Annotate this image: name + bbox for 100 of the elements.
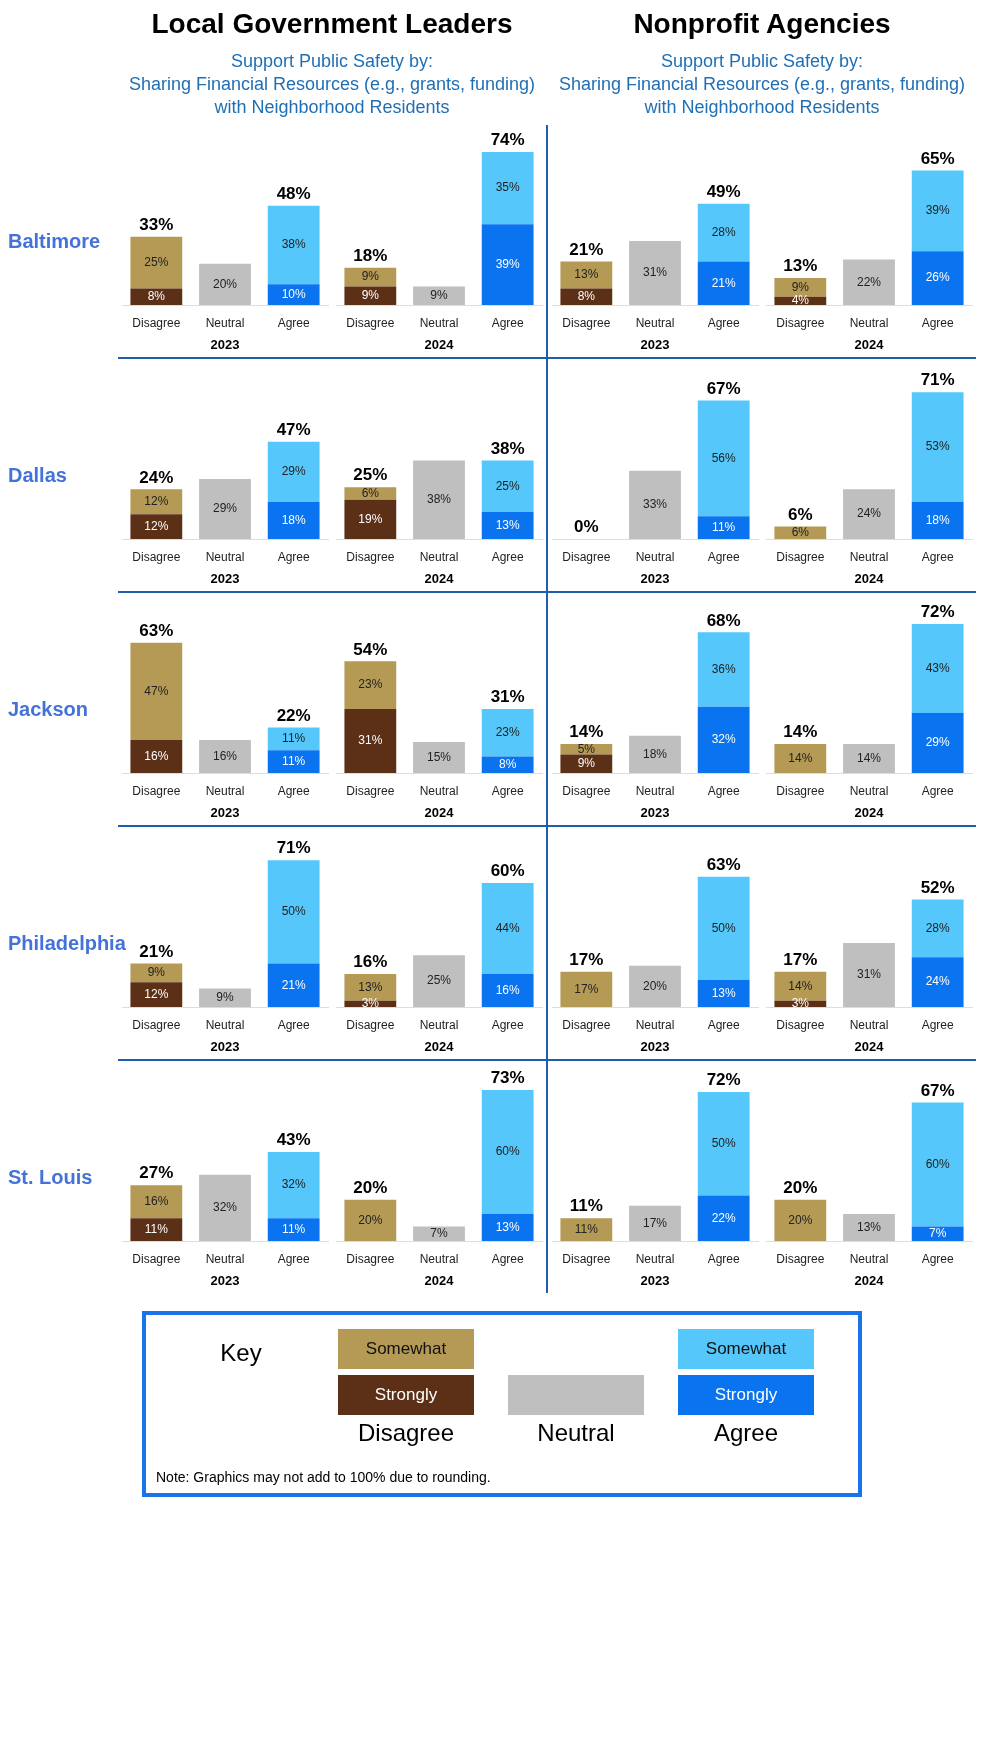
x-tick-label: Disagree <box>346 1251 395 1266</box>
bar <box>481 973 534 1007</box>
y-axis-title: Baltimore <box>8 228 102 254</box>
data-label: 20% <box>358 1212 383 1227</box>
bar <box>130 982 183 1007</box>
x-tick-label: Agree <box>491 1017 524 1032</box>
x-tick-label: Neutral <box>635 315 675 330</box>
data-label: 12% <box>144 518 169 533</box>
data-label: 12% <box>144 986 169 1001</box>
x-tick-label: Neutral <box>205 315 245 330</box>
category-label: Disagree <box>357 1419 455 1446</box>
x-tick-label: Disagree <box>132 549 181 564</box>
total-label: 52% <box>920 877 955 897</box>
data-label: 28% <box>925 920 950 935</box>
data-label: 11% <box>574 1221 599 1236</box>
x-tick-label: Agree <box>707 1251 740 1266</box>
data-label: 6% <box>791 525 810 540</box>
y-axis-title: Jackson <box>8 696 90 722</box>
total-label: 18% <box>353 245 388 265</box>
x-axis-title: 2024 <box>854 1038 885 1054</box>
data-label: 9% <box>791 279 810 294</box>
x-tick-label: Disagree <box>346 783 395 798</box>
total-label: 14% <box>569 722 604 742</box>
x-tick-label: Disagree <box>776 783 825 798</box>
category-label: Neutral <box>537 1419 615 1446</box>
x-tick-label: Disagree <box>562 315 611 330</box>
bar <box>911 170 964 252</box>
text: Note: Graphics may not add to 100% due to rounding. <box>156 1469 492 1485</box>
total-label: 20% <box>783 1177 818 1197</box>
data-label: 24% <box>925 974 950 989</box>
data-label: 60% <box>925 1156 950 1171</box>
x-tick-label: Neutral <box>635 549 675 564</box>
data-label: 50% <box>281 904 306 919</box>
data-label: 11% <box>282 753 306 768</box>
data-label: 9% <box>216 990 234 1005</box>
data-label: 22% <box>711 1210 736 1225</box>
data-label: 11% <box>282 1221 306 1236</box>
total-label: 17% <box>783 950 818 970</box>
total-label: 27% <box>139 1163 174 1183</box>
x-axis-title: 2024 <box>854 336 885 352</box>
bar <box>130 739 183 773</box>
bar <box>267 501 320 539</box>
y-axis-title: Philadelphia <box>8 930 126 956</box>
x-tick-label: Agree <box>921 549 954 564</box>
data-label: 13% <box>495 517 520 532</box>
x-tick-label: Disagree <box>346 549 395 564</box>
data-label: 9% <box>430 288 448 303</box>
data-label: 29% <box>281 464 306 479</box>
x-axis-title: 2023 <box>640 336 670 352</box>
bar <box>697 980 750 1007</box>
x-tick-label: Agree <box>707 549 740 564</box>
bar <box>911 392 964 502</box>
total-label: 54% <box>353 639 388 659</box>
total-label: 67% <box>920 1080 955 1100</box>
total-label: 31% <box>490 687 525 707</box>
data-label: 8% <box>147 289 166 304</box>
data-label: 39% <box>495 256 520 271</box>
data-label: 7% <box>928 1226 947 1241</box>
total-label: 47% <box>276 419 311 439</box>
data-label: 25% <box>144 254 169 269</box>
total-label: 38% <box>490 438 525 458</box>
total-label: 13% <box>783 256 818 276</box>
bar <box>629 735 681 773</box>
bar <box>199 1174 251 1241</box>
bar <box>560 288 613 305</box>
data-label: 16% <box>144 1194 169 1209</box>
data-label: 19% <box>358 511 383 526</box>
x-axis-title: 2024 <box>854 1272 885 1288</box>
x-tick-label: Agree <box>491 549 524 564</box>
bar <box>344 1199 397 1241</box>
data-label: 9% <box>361 269 380 284</box>
x-tick-label: Disagree <box>776 1017 825 1032</box>
bar <box>267 860 320 964</box>
data-label: 16% <box>212 748 238 763</box>
chart-subtitle: Support Public Safety by: Sharing Financial Resources (e.g., grants, funding) with Neighborhood Residents <box>557 50 967 119</box>
bar <box>481 882 534 974</box>
category-label: Agree <box>713 1419 779 1446</box>
bar <box>697 1195 750 1241</box>
x-axis-title: 2024 <box>424 336 455 352</box>
bar <box>629 240 681 305</box>
x-axis-title: 2023 <box>640 1038 670 1054</box>
x-axis-title: 2023 <box>210 1272 240 1288</box>
x-tick-label: Agree <box>277 315 310 330</box>
total-label: 24% <box>139 467 174 487</box>
bar <box>130 642 183 740</box>
data-label: 53% <box>925 439 950 454</box>
x-tick-label: Disagree <box>562 1017 611 1032</box>
bar <box>560 971 613 1007</box>
x-tick-label: Agree <box>277 1251 310 1266</box>
x-axis-title: 2023 <box>640 570 670 586</box>
data-label: 29% <box>925 735 950 750</box>
x-tick-label: Neutral <box>205 783 245 798</box>
x-tick-label: Neutral <box>419 1017 459 1032</box>
total-label: 65% <box>920 148 955 168</box>
data-label: 6% <box>361 485 380 500</box>
x-tick-label: Neutral <box>849 549 889 564</box>
bar <box>911 1102 964 1227</box>
bar <box>560 754 613 773</box>
bar <box>413 741 465 773</box>
x-tick-label: Agree <box>921 1251 954 1266</box>
